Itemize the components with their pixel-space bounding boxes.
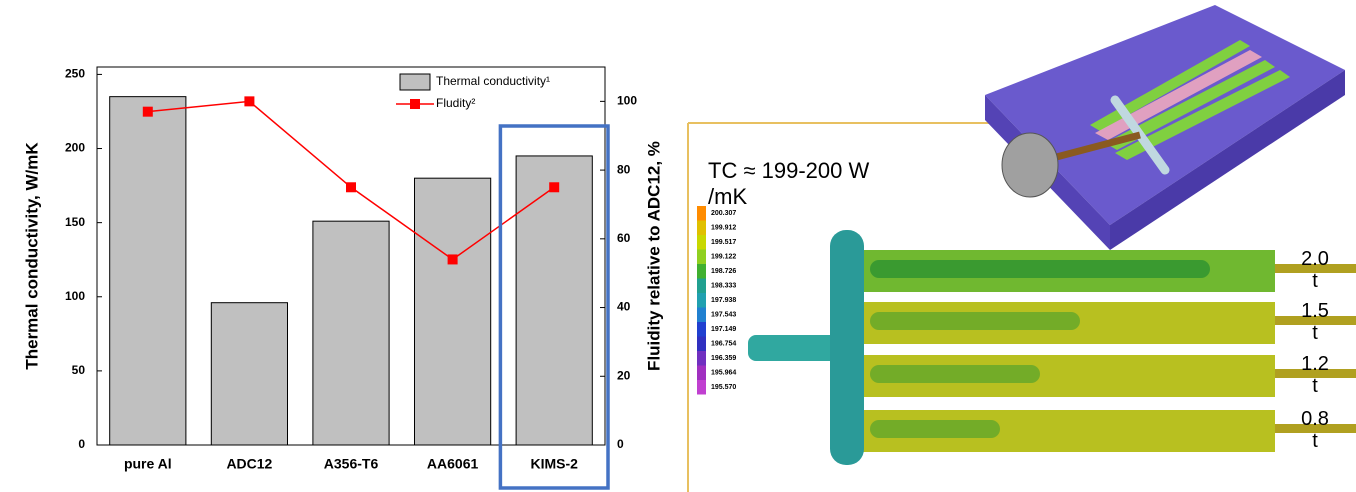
y2-tick-label: 0 [617,437,624,451]
marker [143,107,153,117]
simulation: 200.307 199.912 199.517 199.122 198.726 198.3… [697,206,1356,465]
scale-swatch [697,293,706,308]
y-tick-label: 150 [65,215,85,229]
scale-label: 196.754 [711,340,736,347]
y2-axis-title: Fluidity relative to ADC12, % [644,141,663,371]
page: TC ≈ 199-200 W/mK 200.307 199.912 199.517 1… [0,0,1356,492]
marker [549,182,559,192]
scale-label: 197.149 [711,326,736,333]
bar [110,97,186,445]
y-tick-label: 250 [65,67,85,81]
y2-tick-label: 80 [617,162,631,176]
scale-label: 198.726 [711,268,736,275]
legend-label: Thermal conductivity¹ [436,74,550,88]
bar [415,178,491,445]
scale-label: 199.517 [711,239,736,246]
scale-label: 198.333 [711,282,736,289]
x-tick-label: AA6061 [427,456,479,472]
bar [516,156,592,445]
scale-swatch [697,221,706,236]
scale-swatch [697,308,706,323]
scale-swatch [697,264,706,279]
x-tick-label: ADC12 [226,456,272,472]
bar [313,221,389,445]
scale-swatch [697,235,706,250]
y2-tick-label: 60 [617,231,631,245]
legend-swatch [400,74,430,90]
scale-swatch [697,351,706,366]
scale-label: 195.964 [711,369,736,376]
scale-swatch [697,337,706,352]
scale-label: 200.307 [711,210,736,217]
marker [448,254,458,264]
y-tick-label: 100 [65,289,85,303]
scale-swatch [697,279,706,294]
y-tick-label: 50 [72,363,86,377]
scale-label: 197.543 [711,311,736,318]
scale-label: 199.912 [711,224,736,231]
gate [748,335,843,361]
y-tick-label: 200 [65,141,85,155]
strip-core [870,312,1080,330]
y2-tick-label: 40 [617,300,631,314]
y2-tick-label: 100 [617,94,637,108]
x-tick-label: pure Al [124,456,172,472]
strip-core [870,260,1210,278]
scale-swatch [697,206,706,221]
x-tick-label: A356-T6 [324,456,379,472]
scale-label: 195.570 [711,384,736,391]
legend-label: Fludity² [436,96,475,110]
scale-swatch [697,380,706,395]
marker [244,96,254,106]
scale-label: 196.359 [711,355,736,362]
y2-tick-label: 20 [617,368,631,382]
x-tick-label: KIMS-2 [530,456,578,472]
sim-note: TC ≈ 199-200 W/mK [708,158,869,209]
marker [346,182,356,192]
strip-core [870,420,1000,438]
mould-3d [985,5,1345,250]
scale-label: 199.122 [711,253,736,260]
legend-swatch [410,99,420,109]
strip-core [870,365,1040,383]
runner-main [830,230,864,465]
chart: 0 50 100 150 200 250 0 20 40 60 80 100 Thermal condu… [22,67,663,488]
scale-label: 197.938 [711,297,736,304]
scale-swatch [697,322,706,337]
y-axis-title: Thermal conductivity, W/mK [22,142,41,370]
figure: TC ≈ 199-200 W/mK 200.307 199.912 199.517 1… [0,0,1356,492]
y-tick-label: 0 [78,437,85,451]
scale-swatch [697,366,706,381]
bar [211,303,287,445]
scale-swatch [697,250,706,265]
